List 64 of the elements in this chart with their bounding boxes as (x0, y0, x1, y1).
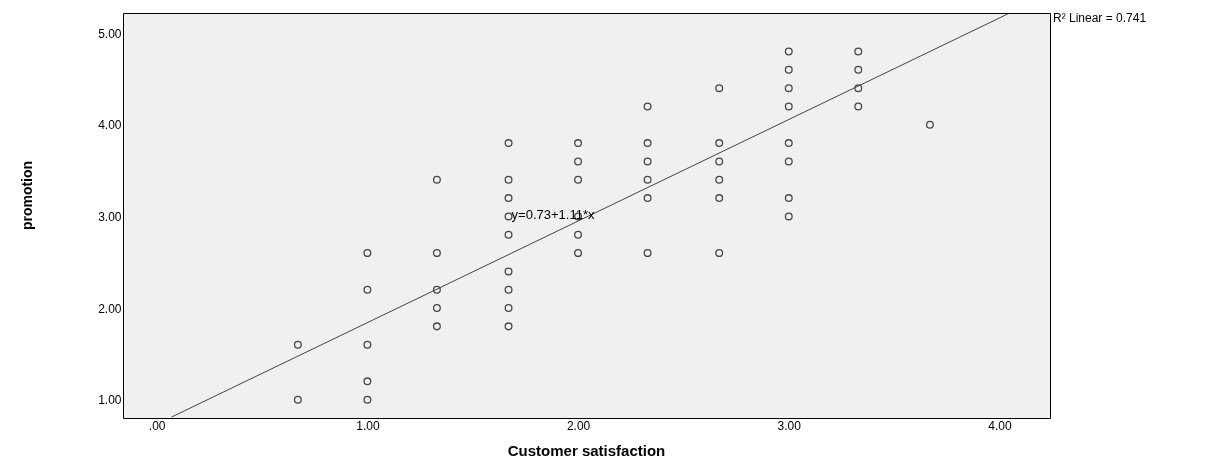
point (504, 194, 513, 203)
x-tick-label: 3.00 (777, 418, 802, 433)
point (363, 285, 372, 294)
point (432, 304, 441, 313)
point (504, 322, 513, 331)
x-tick-label: 2.00 (566, 418, 591, 433)
point (504, 267, 513, 276)
point (784, 102, 793, 111)
point (432, 322, 441, 331)
point (784, 65, 793, 74)
point (293, 340, 302, 349)
point (925, 120, 934, 129)
y-tick-label: 2.00 (98, 301, 122, 316)
point (784, 139, 793, 148)
point (574, 249, 583, 258)
point (432, 175, 441, 184)
point (504, 139, 513, 148)
point (854, 47, 863, 56)
point (504, 304, 513, 313)
point (784, 194, 793, 203)
point (784, 47, 793, 56)
x-tick-label: 4.00 (988, 418, 1012, 433)
point (784, 157, 793, 166)
point (363, 395, 372, 404)
point (363, 377, 372, 386)
point (854, 65, 863, 74)
point (715, 84, 724, 93)
point (715, 157, 724, 166)
point (784, 212, 793, 221)
point (504, 230, 513, 239)
point (363, 340, 372, 349)
y-tick-label: 5.00 (98, 26, 122, 41)
x-tick-label: 1.00 (356, 418, 380, 433)
point (363, 249, 372, 258)
point (643, 249, 652, 258)
point (715, 175, 724, 184)
point (574, 157, 583, 166)
point (715, 194, 724, 203)
point (715, 249, 724, 258)
annotation: y=0.73+1.11*x (511, 207, 595, 222)
y-tick-label: 1.00 (98, 393, 122, 408)
point (643, 157, 652, 166)
point (784, 84, 793, 93)
point (715, 139, 724, 148)
x-axis-title: Customer satisfaction (507, 442, 666, 459)
y-axis-title: promotion (19, 160, 35, 231)
text: R² Linear = 0.741 (1053, 11, 1147, 25)
point (504, 175, 513, 184)
point (854, 84, 863, 93)
point (574, 175, 583, 184)
point (643, 175, 652, 184)
point (643, 102, 652, 111)
x-tick-label: .00 (148, 418, 166, 433)
point (293, 395, 302, 404)
y-tick-label: 3.00 (98, 209, 122, 224)
y-tick-label: 4.00 (98, 118, 122, 133)
point (504, 285, 513, 294)
point (574, 230, 583, 239)
point (432, 249, 441, 258)
point (854, 102, 863, 111)
point (432, 285, 441, 294)
point (643, 139, 652, 148)
point (574, 139, 583, 148)
point (643, 194, 652, 203)
